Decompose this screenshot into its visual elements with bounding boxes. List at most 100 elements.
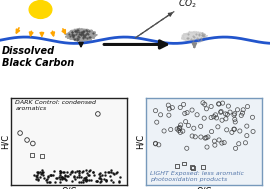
Point	[72, 174, 77, 177]
Point	[106, 171, 111, 174]
Point	[46, 174, 50, 177]
Point	[232, 128, 237, 131]
Point	[153, 109, 158, 112]
Point	[153, 142, 158, 145]
Point	[84, 180, 88, 183]
Point	[42, 176, 46, 179]
Point	[103, 179, 108, 182]
Point	[99, 178, 103, 181]
Point	[83, 176, 87, 179]
Point	[64, 178, 68, 181]
Point	[193, 135, 197, 138]
Point	[61, 170, 66, 173]
Point	[117, 181, 121, 184]
Point	[155, 121, 159, 124]
Point	[76, 176, 81, 179]
Point	[36, 178, 40, 181]
Point	[58, 171, 62, 174]
Point	[78, 180, 83, 183]
Point	[114, 171, 119, 174]
Point	[41, 171, 45, 174]
Point	[190, 166, 194, 169]
Point	[245, 125, 249, 128]
Point	[62, 176, 66, 179]
Point	[103, 170, 107, 173]
Text: Dissolved
Black Carbon: Dissolved Black Carbon	[2, 46, 75, 68]
Point	[237, 142, 241, 145]
Text: LIGHT Exposed: less aromatic
photooxidation products: LIGHT Exposed: less aromatic photooxidat…	[150, 171, 244, 182]
Point	[232, 128, 236, 131]
Point	[49, 173, 53, 176]
Point	[70, 180, 75, 183]
Point	[31, 142, 35, 145]
Point	[100, 174, 104, 177]
Point	[235, 108, 240, 111]
Point	[190, 135, 194, 138]
Polygon shape	[181, 32, 208, 43]
Point	[53, 180, 57, 184]
Point	[111, 181, 115, 184]
Polygon shape	[65, 29, 97, 41]
Point	[61, 177, 65, 180]
Point	[62, 173, 67, 176]
Point	[76, 174, 81, 177]
Point	[177, 127, 181, 130]
Point	[178, 106, 183, 109]
X-axis label: O/C: O/C	[196, 187, 211, 189]
Point	[241, 108, 245, 111]
Point	[222, 141, 226, 144]
Point	[88, 169, 92, 172]
Point	[233, 120, 237, 123]
Point	[216, 102, 221, 105]
Point	[206, 135, 210, 138]
Point	[35, 174, 40, 177]
Point	[184, 120, 188, 123]
Point	[181, 103, 186, 106]
Point	[153, 142, 158, 145]
Point	[66, 175, 70, 178]
Point	[103, 174, 107, 177]
Point	[38, 170, 42, 173]
Point	[110, 172, 115, 175]
Point	[85, 178, 89, 181]
Point	[59, 171, 63, 174]
Point	[104, 180, 108, 183]
Point	[233, 147, 238, 150]
Point	[98, 174, 102, 177]
Point	[92, 174, 96, 177]
Point	[178, 123, 183, 126]
Point	[203, 137, 207, 140]
Point	[60, 175, 64, 178]
Point	[70, 171, 74, 174]
Point	[29, 153, 34, 156]
Point	[212, 139, 217, 143]
Point	[46, 176, 50, 179]
Point	[41, 174, 46, 177]
Point	[54, 177, 58, 180]
Point	[185, 147, 189, 150]
Point	[195, 113, 199, 116]
Point	[239, 114, 244, 117]
Point	[45, 177, 49, 180]
Point	[75, 176, 79, 179]
Point	[98, 171, 103, 174]
Point	[181, 162, 186, 165]
Point	[204, 107, 209, 110]
Point	[57, 176, 62, 179]
Point	[51, 173, 55, 176]
Point	[168, 128, 173, 131]
Point	[39, 173, 43, 176]
Point	[228, 111, 232, 114]
Point	[118, 175, 122, 178]
Point	[204, 136, 208, 139]
Point	[82, 177, 86, 180]
Point	[39, 168, 44, 171]
Point	[72, 176, 76, 179]
Point	[58, 181, 63, 184]
Point	[84, 175, 89, 178]
Point	[97, 176, 101, 179]
X-axis label: O/C: O/C	[61, 187, 76, 189]
Point	[86, 174, 90, 177]
Point	[97, 176, 102, 179]
Point	[80, 179, 85, 182]
